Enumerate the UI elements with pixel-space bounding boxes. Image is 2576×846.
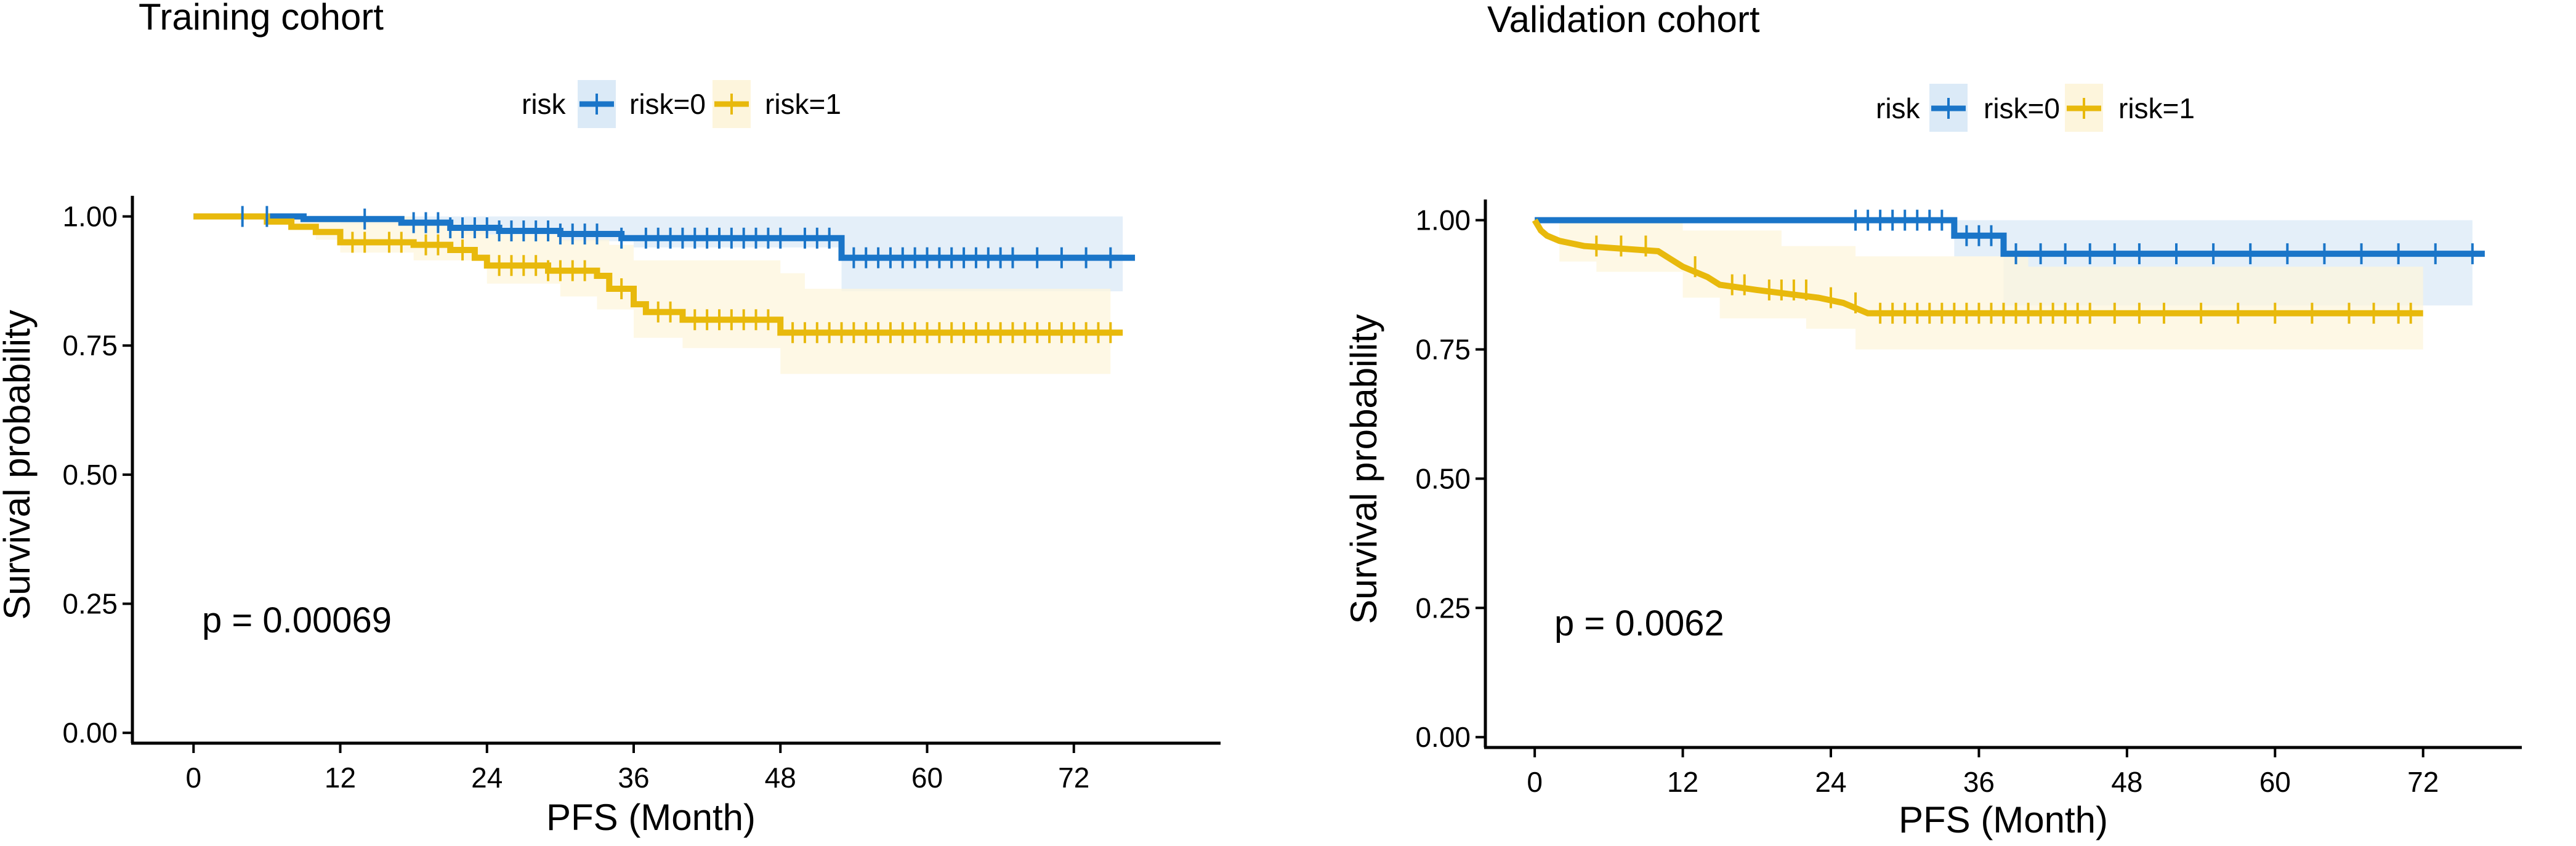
- p-value-annotation: p = 0.0062: [1554, 603, 1724, 643]
- x-tick-label: 24: [1815, 766, 1846, 798]
- y-tick-label: 0.00: [62, 717, 118, 749]
- legend-label-risk0: risk=0: [1984, 92, 2060, 124]
- y-axis-label: Survival probability: [0, 310, 38, 620]
- curve-risk1: [1532, 219, 2423, 316]
- x-tick-label: 60: [2259, 766, 2291, 798]
- y-tick-label: 0.75: [1415, 333, 1471, 365]
- legend-label-risk0: risk=0: [629, 88, 706, 120]
- x-tick-label: 36: [1963, 766, 1995, 798]
- y-tick-label: 1.00: [1415, 204, 1471, 236]
- y-tick-label: 0.50: [62, 459, 118, 491]
- y-tick-label: 0.00: [1415, 721, 1471, 753]
- x-tick-label: 48: [765, 762, 796, 794]
- x-tick-label: 12: [325, 762, 356, 794]
- legend-title: risk: [1876, 92, 1921, 124]
- legend-label-risk1: risk=1: [765, 88, 841, 120]
- legend-title: risk: [522, 88, 567, 120]
- panel-title: Validation cohort: [1487, 0, 1760, 40]
- x-tick-label: 0: [185, 762, 201, 794]
- x-tick-label: 24: [471, 762, 503, 794]
- x-tick-label: 36: [618, 762, 649, 794]
- y-axis-label: Survival probability: [1343, 314, 1384, 624]
- panel-title: Training cohort: [139, 0, 384, 38]
- panel-validation: Validation cohort risk risk=0 risk=1 Sur…: [1343, 0, 2522, 840]
- legend-label-risk1: risk=1: [2118, 92, 2195, 124]
- y-tick-label: 1.00: [62, 201, 118, 233]
- x-tick-label: 60: [911, 762, 943, 794]
- legend: risk risk=0 risk=1: [1876, 84, 2195, 132]
- x-axis-label: PFS (Month): [1899, 799, 2108, 840]
- y-tick-label: 0.50: [1415, 462, 1471, 494]
- x-tick-label: 0: [1527, 766, 1543, 798]
- x-axis-label: PFS (Month): [546, 797, 756, 838]
- y-tick-label: 0.75: [62, 329, 118, 361]
- x-tick-label: 72: [2407, 766, 2439, 798]
- p-value-annotation: p = 0.00069: [202, 600, 392, 640]
- curve-risk1: [193, 213, 1123, 336]
- y-tick-label: 0.25: [62, 588, 118, 620]
- x-tick-label: 48: [2111, 766, 2142, 798]
- legend: risk risk=0 risk=1: [522, 80, 841, 128]
- x-tick-label: 12: [1667, 766, 1698, 798]
- panel-training: Training cohort risk risk=0 risk=1 Survi…: [0, 0, 1221, 838]
- x-tick-label: 72: [1058, 762, 1089, 794]
- y-tick-label: 0.25: [1415, 592, 1471, 624]
- ci-band-risk0: [193, 216, 1123, 292]
